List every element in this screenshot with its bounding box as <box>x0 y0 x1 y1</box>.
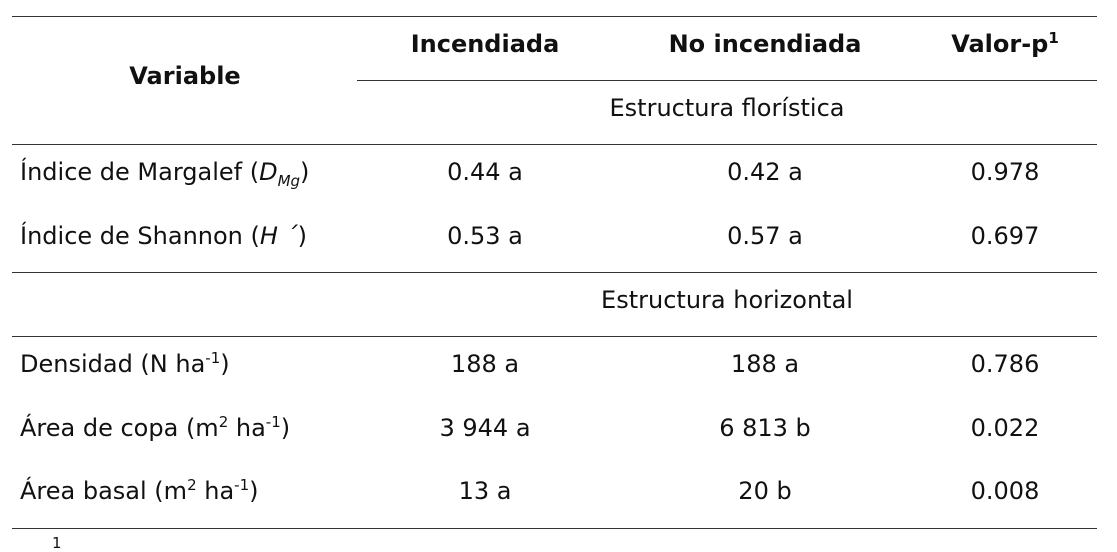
cell: 0.697 <box>970 222 1040 250</box>
row-label: Área basal (m2 ha-1) <box>20 476 259 506</box>
cell: 0.57 a <box>727 222 803 250</box>
row-label: Área de copa (m2 ha-1) <box>20 413 290 443</box>
superscript: -1 <box>265 413 281 431</box>
row-label: Índice de Shannon (H ´) <box>20 221 307 251</box>
footnote-mark: 1 <box>52 534 62 552</box>
row-label: Densidad (N ha-1) <box>20 349 230 379</box>
text: Densidad (N ha <box>20 350 206 378</box>
text: ) <box>280 414 291 442</box>
cell: 0.786 <box>970 350 1040 378</box>
italic: H ´ <box>259 222 298 250</box>
cell: 20 b <box>738 477 792 505</box>
cell: 0.978 <box>970 158 1040 186</box>
cell: 0.44 a <box>447 158 523 186</box>
text: Índice de Margalef ( <box>20 158 260 186</box>
rule <box>357 80 1097 81</box>
subscript: Mg <box>277 171 301 190</box>
text: ) <box>249 477 259 505</box>
cell: 3 944 a <box>439 414 531 442</box>
cell: 188 a <box>450 350 520 378</box>
rule <box>12 16 1097 17</box>
superscript: -1 <box>234 476 250 494</box>
cell: 188 a <box>730 350 800 378</box>
rule <box>12 528 1097 529</box>
cell: 6 813 b <box>719 414 811 442</box>
header-cell: Incendiada <box>410 30 560 58</box>
superscript: 2 <box>218 413 229 431</box>
superscript: -1 <box>205 349 221 367</box>
text: ) <box>220 350 230 378</box>
header-cell: No incendiada <box>668 30 862 58</box>
text: ha <box>196 477 235 505</box>
header-cell: Valor-p1 <box>951 29 1059 59</box>
rule <box>12 336 1097 337</box>
superscript: 1 <box>1048 29 1059 47</box>
cell: 13 a <box>458 477 512 505</box>
cell: 0.022 <box>970 414 1040 442</box>
cell: 0.008 <box>970 477 1040 505</box>
text: Área basal (m <box>20 477 188 505</box>
rule <box>12 272 1097 273</box>
text: ) <box>300 158 310 186</box>
header-text: Valor-p <box>951 30 1049 58</box>
row-label: Índice de Margalef (DMg) <box>20 157 310 190</box>
rule <box>12 144 1097 145</box>
cell: 0.53 a <box>447 222 523 250</box>
italic: D <box>259 158 278 186</box>
section-title: Estructura florística <box>609 94 845 122</box>
header-cell: Variable <box>129 62 241 90</box>
text: ha <box>228 414 266 442</box>
cell: 0.42 a <box>727 158 803 186</box>
text: ) <box>297 222 307 250</box>
section-title: Estructura horizontal <box>601 286 853 314</box>
superscript: 2 <box>187 476 197 494</box>
text: Índice de Shannon ( <box>20 222 260 250</box>
text: Área de copa (m <box>20 414 219 442</box>
